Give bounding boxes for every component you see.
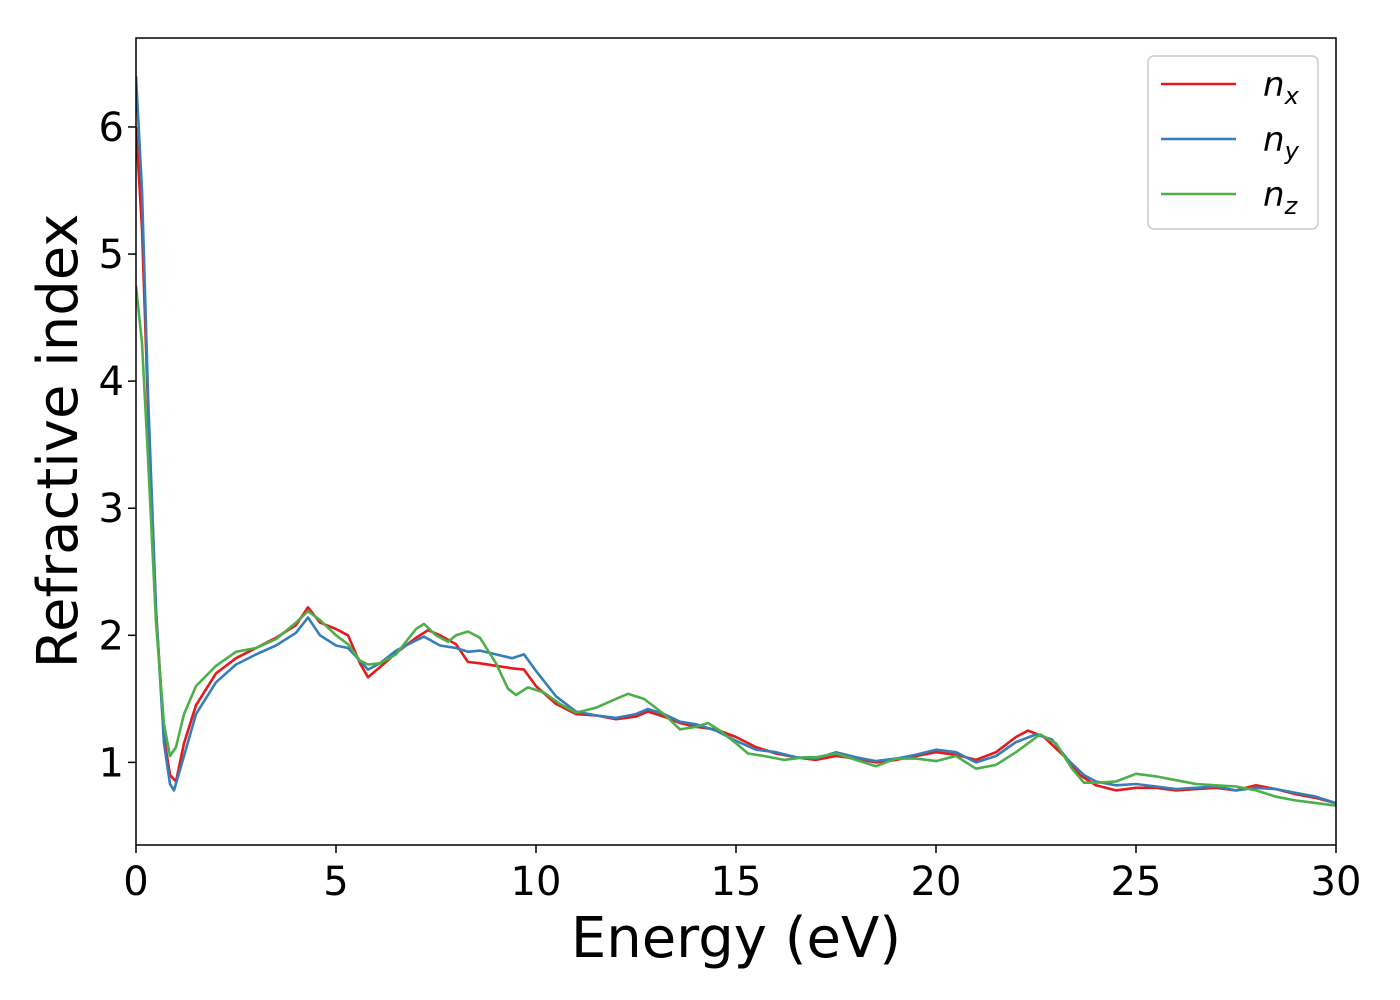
x-axis-ticks: 0 5 10 15 20 25 30 (123, 845, 1361, 905)
legend-label-n-y: ny (1263, 120, 1300, 165)
legend: nx ny nz (1147, 55, 1319, 230)
legend-box (1147, 55, 1319, 230)
y-axis-label: Refractive index (26, 214, 91, 669)
y-tick-label: 2 (99, 613, 124, 659)
x-tick-label: 15 (711, 859, 762, 905)
series-line-n-z (136, 285, 1336, 807)
x-tick-label: 10 (511, 859, 562, 905)
y-axis-ticks: 1 2 3 4 5 6 (99, 105, 136, 786)
x-axis-label: Energy (eV) (571, 906, 901, 971)
x-tick-label: 20 (911, 859, 962, 905)
series-layer (136, 76, 1336, 807)
y-tick-label: 5 (99, 232, 124, 278)
legend-label-n-z: nz (1263, 175, 1299, 220)
y-tick-label: 6 (99, 105, 124, 151)
x-tick-label: 5 (323, 859, 348, 905)
x-tick-label: 30 (1311, 859, 1362, 905)
x-tick-label: 25 (1111, 859, 1162, 905)
series-line-n-y (136, 76, 1336, 805)
y-tick-label: 4 (99, 359, 124, 405)
legend-label-n-x: nx (1263, 65, 1300, 110)
y-tick-label: 3 (99, 486, 124, 532)
y-tick-label: 1 (99, 740, 124, 786)
x-tick-label: 0 (123, 859, 148, 905)
